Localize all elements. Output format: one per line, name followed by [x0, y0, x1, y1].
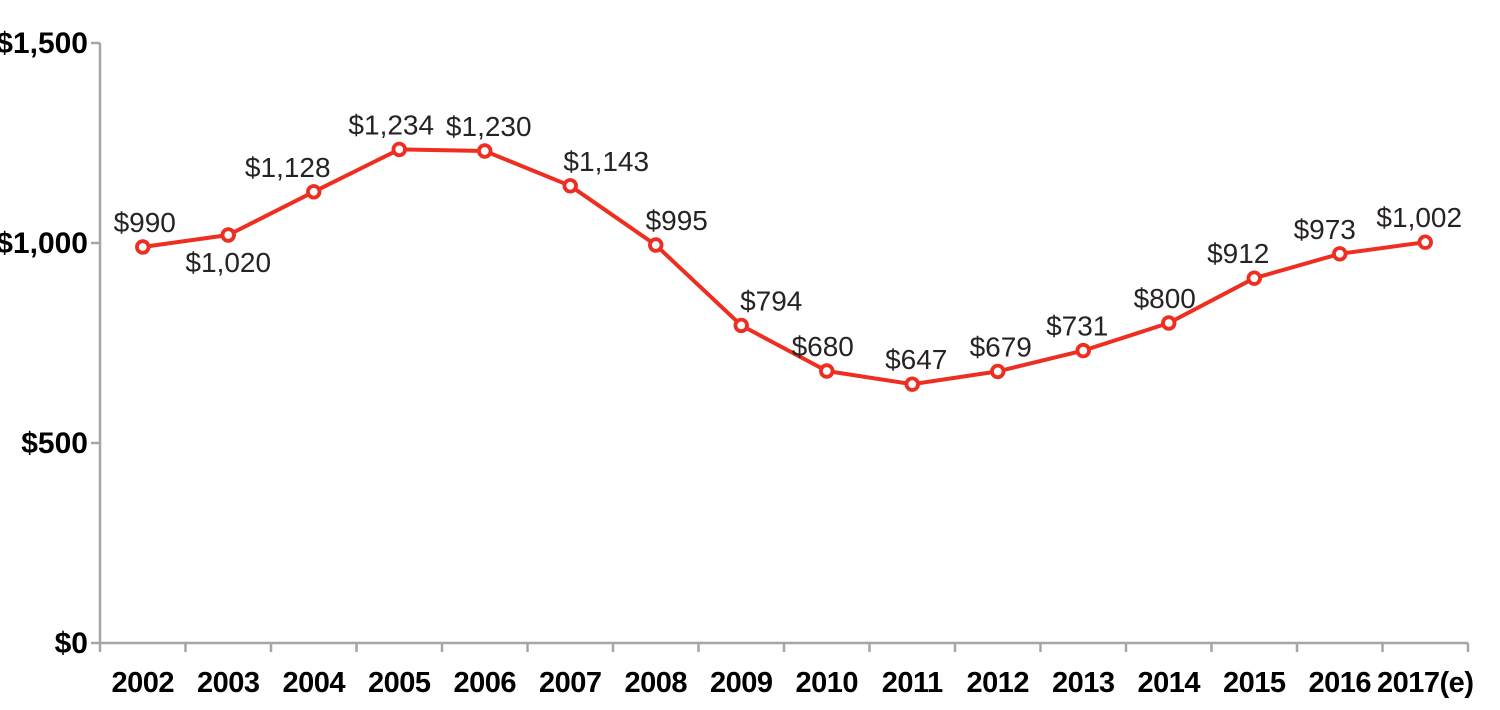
x-tick-label: 2007	[539, 667, 602, 699]
x-tick-label: 2016	[1308, 667, 1371, 699]
data-point-label: $680	[792, 331, 854, 362]
data-point-label: $679	[970, 331, 1032, 362]
x-tick-label: 2002	[111, 667, 174, 699]
data-point-markers	[135, 141, 1433, 392]
data-point-label: $794	[740, 285, 802, 316]
x-tick-label: 2004	[282, 667, 345, 699]
data-point-marker	[1332, 246, 1348, 262]
x-tick-label: 2008	[624, 667, 687, 699]
y-tick-label: $1,500	[0, 27, 88, 60]
x-tick-label: 2012	[966, 667, 1029, 699]
data-point-marker	[477, 143, 493, 159]
data-point-label: $1,143	[563, 146, 649, 177]
data-point-label: $647	[885, 344, 947, 375]
data-point-label: $1,230	[446, 111, 532, 142]
data-point-marker	[391, 141, 407, 158]
data-point-marker	[648, 237, 664, 253]
data-point-label: $912	[1207, 238, 1269, 269]
data-point-labels: $990 $1,020 $1,128 $1,234 $1,230 $1,143 $995 $7…	[114, 109, 1462, 375]
data-point-label: $731	[1046, 311, 1108, 342]
x-tick-label: 2006	[453, 667, 516, 699]
y-tick-label: $1,000	[0, 227, 88, 260]
data-point-marker	[306, 184, 322, 200]
y-axis: $0 $500 $1,000 $1,500	[0, 27, 102, 660]
x-tick-label: 2010	[795, 667, 858, 699]
x-tick-label: 2011	[882, 667, 943, 699]
data-point-marker	[819, 363, 835, 379]
x-tick-label: 2009	[710, 667, 773, 699]
data-point-label: $1,128	[245, 152, 331, 183]
data-point-label: $1,020	[185, 247, 271, 278]
data-point-label: $800	[1134, 283, 1196, 314]
data-point-label: $990	[114, 207, 176, 238]
x-tick-label: 2003	[197, 667, 260, 699]
data-point-marker	[1161, 315, 1177, 331]
data-point-marker	[1417, 234, 1433, 250]
x-tick-label: 2014	[1137, 667, 1200, 699]
data-point-marker	[904, 376, 920, 392]
x-tick-label: 2015	[1223, 667, 1286, 699]
data-point-marker	[1246, 270, 1262, 286]
x-tick-label: 2005	[368, 667, 431, 699]
data-point-marker	[562, 178, 578, 194]
data-point-label: $995	[646, 205, 708, 236]
x-axis: 2002 2003 2004 2005 2006 2007 2008 2009 2010 2011…	[98, 641, 1474, 699]
data-point-label: $973	[1294, 214, 1356, 245]
y-tick-label: $500	[21, 427, 88, 460]
series-line	[140, 147, 1428, 387]
data-point-marker	[733, 317, 749, 334]
data-point-marker	[220, 227, 236, 243]
data-point-marker	[990, 363, 1006, 380]
data-point-marker	[1075, 342, 1091, 359]
data-point-label: $1,234	[348, 109, 434, 140]
data-point-marker	[135, 239, 151, 255]
data-line	[140, 147, 1428, 387]
data-point-label: $1,002	[1376, 202, 1462, 233]
x-tick-label: 2013	[1052, 667, 1115, 699]
x-tick-label: 2017(e)	[1377, 667, 1473, 699]
y-tick-label: $0	[55, 627, 88, 660]
